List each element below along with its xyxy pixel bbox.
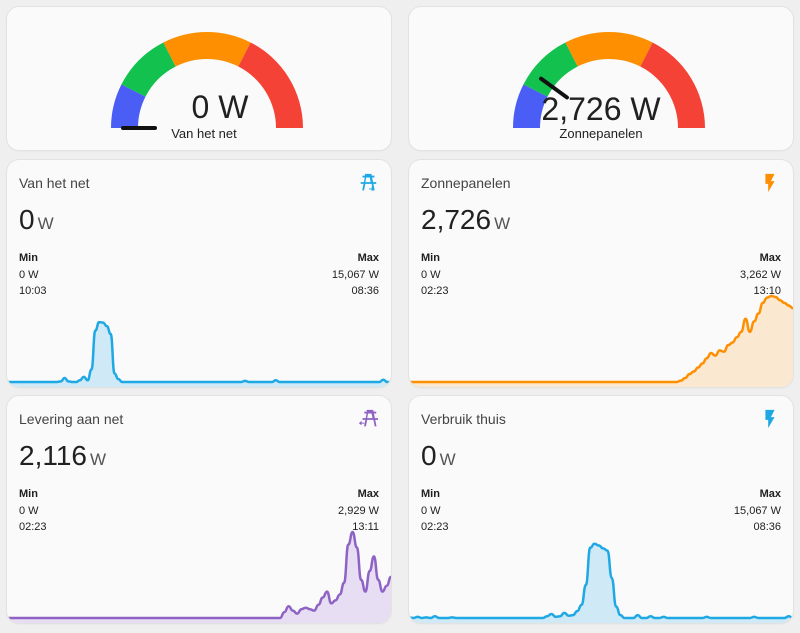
value-unit: W <box>494 214 511 233</box>
min-time: 02:23 <box>421 285 449 297</box>
sensor-value: 2,726 W <box>421 204 510 236</box>
min-value: 0 W <box>421 268 441 281</box>
gauge-segment <box>111 84 146 128</box>
max-time: 13:11 <box>352 521 379 533</box>
min-label: Min <box>421 488 440 500</box>
min-label: Min <box>421 252 440 264</box>
graph-area <box>7 322 391 387</box>
card-title: Zonnepanelen <box>421 175 511 191</box>
value-number: 0 <box>19 204 35 235</box>
graph-area <box>409 296 793 387</box>
max-label: Max <box>357 488 379 500</box>
min-time: 10:03 <box>19 285 47 297</box>
value-number: 0 <box>421 440 437 471</box>
gauge-dial <box>111 31 303 130</box>
transmission-tower-export-icon <box>358 409 379 427</box>
gauge-label: Van het net <box>171 126 237 141</box>
graph-line <box>7 530 391 620</box>
history-graph <box>7 530 391 623</box>
sensor-card-solar[interactable]: Zonnepanelen 2,726 W Min 0 W 02:23 Max 3,… <box>409 160 793 387</box>
gauge-segment <box>238 42 303 128</box>
max-label: Max <box>357 252 379 264</box>
card-title: Levering aan net <box>19 411 124 427</box>
history-graph <box>409 294 793 387</box>
history-graph <box>409 542 793 623</box>
card-title: Verbruik thuis <box>421 411 506 427</box>
gauge-segment <box>513 84 548 128</box>
card-title: Van het net <box>19 175 90 191</box>
max-label: Max <box>759 488 781 500</box>
max-label: Max <box>759 252 781 264</box>
gauge-dial <box>513 31 705 128</box>
max-value: 15,067 W <box>331 268 379 281</box>
max-value: 3,262 W <box>740 268 781 281</box>
min-value: 0 W <box>421 504 441 517</box>
gauge-segment <box>523 42 578 97</box>
gauge-value: 0 W <box>191 89 249 125</box>
value-number: 2,726 <box>421 204 492 235</box>
gauge-segment <box>121 42 176 97</box>
min-label: Min <box>19 252 38 264</box>
min-time: 02:23 <box>19 521 47 533</box>
flash-icon <box>765 409 775 429</box>
value-number: 2,116 <box>19 440 87 471</box>
graph-line <box>7 320 391 384</box>
gauge-segment <box>565 31 653 67</box>
gauge-card-solar[interactable]: 2,726 W Zonnepanelen <box>409 7 793 150</box>
flash-icon <box>765 173 775 193</box>
value-unit: W <box>37 214 54 233</box>
min-value: 0 W <box>19 504 39 517</box>
gauge-value: 2,726 W <box>541 91 661 127</box>
value-unit: W <box>90 450 107 469</box>
graph-area <box>409 543 793 623</box>
sensor-value: 2,116 W <box>19 440 106 472</box>
max-time: 08:36 <box>753 521 781 533</box>
graph-line <box>409 542 793 620</box>
history-graph <box>7 320 391 387</box>
sensor-card-grid-export[interactable]: Levering aan net 2,116 W Min 0 W 02:23 Ma… <box>7 396 391 623</box>
gauge-card-grid[interactable]: 0 W Van het net <box>7 7 391 150</box>
gauge-needle <box>539 76 569 100</box>
max-value: 15,067 W <box>733 504 781 517</box>
max-time: 13:10 <box>753 285 781 297</box>
max-value: 2,929 W <box>338 504 379 517</box>
max-time: 08:36 <box>351 285 379 297</box>
min-label: Min <box>19 488 38 500</box>
gauge-segment <box>640 42 705 128</box>
gauge-segment <box>163 31 251 67</box>
transmission-tower-import-icon <box>360 173 377 192</box>
gauge-label: Zonnepanelen <box>559 126 643 141</box>
graph-area <box>7 532 391 623</box>
min-value: 0 W <box>19 268 39 281</box>
graph-line <box>409 294 793 384</box>
value-unit: W <box>439 450 456 469</box>
min-time: 02:23 <box>421 521 449 533</box>
